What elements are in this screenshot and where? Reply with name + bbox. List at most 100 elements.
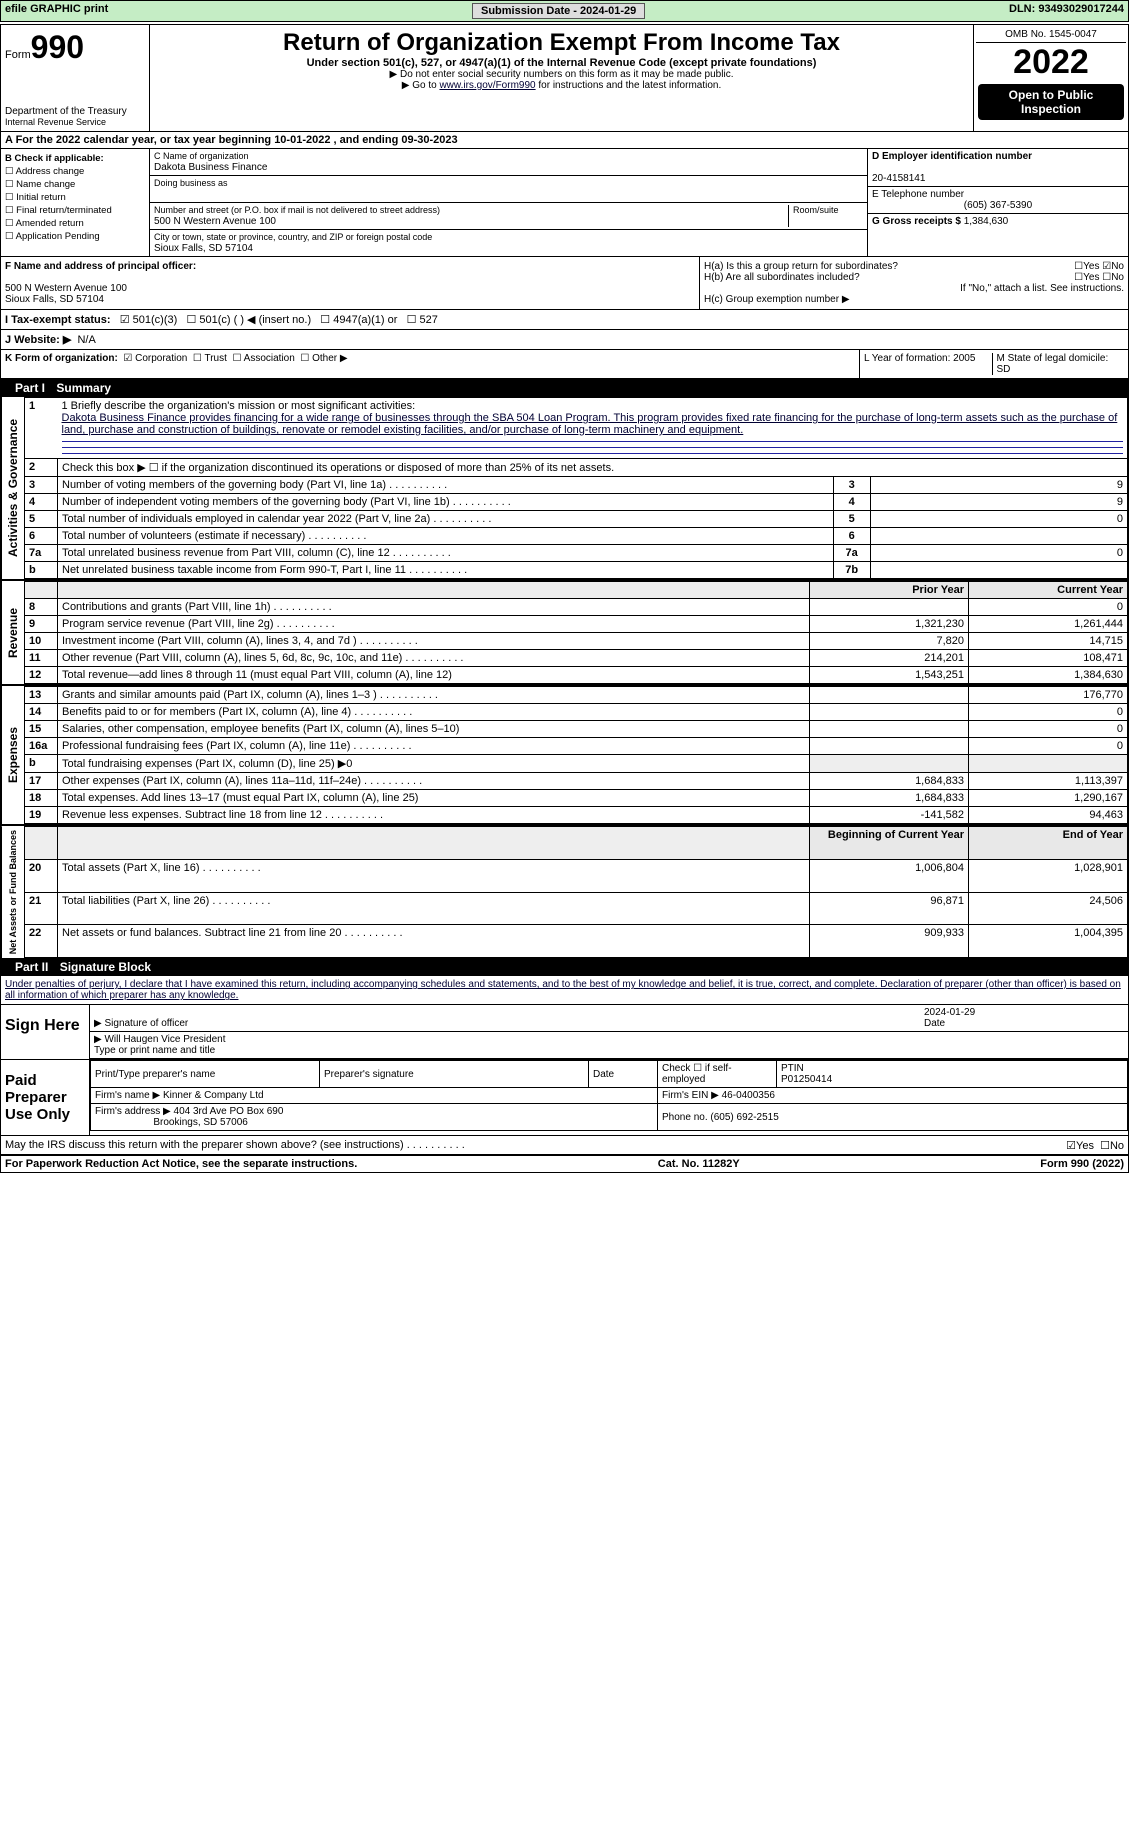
p14 [810,704,969,721]
part1-header: Part I Summary [1,379,1128,397]
l7b-val [870,562,1127,579]
c15: 0 [969,721,1128,738]
p17: 1,684,833 [810,773,969,790]
e21: 24,506 [969,892,1128,925]
street-address: 500 N Western Avenue 100 [154,216,276,227]
m-state: M State of legal domicile: SD [993,353,1125,375]
gross-lbl: G Gross receipts $ [872,216,961,227]
row-f: F Name and address of principal officer:… [1,257,700,309]
firm-addr-lbl: Firm's address ▶ [95,1106,171,1117]
p18: 1,684,833 [810,790,969,807]
ein-lbl2: Firm's EIN ▶ [662,1090,719,1101]
i-4947: 4947(a)(1) or [333,314,397,326]
c8: 0 [969,599,1128,616]
l15: Salaries, other compensation, employee b… [58,721,810,738]
l19: Revenue less expenses. Subtract line 18 … [58,807,810,824]
chk-amended[interactable]: Amended return [5,218,145,229]
firm-addr1: 404 3rd Ave PO Box 690 [174,1106,284,1117]
p13 [810,687,969,704]
b-head: B Check if applicable: [5,153,104,164]
p9: 1,321,230 [810,616,969,633]
chk-final-return[interactable]: Final return/terminated [5,205,145,216]
dba-lbl: Doing business as [154,178,228,188]
mission-text[interactable]: Dakota Business Finance provides financi… [62,412,1118,436]
ha-no: No [1111,261,1124,272]
c12: 1,384,630 [969,667,1128,684]
revenue-table: Prior Year Current Year 8Contributions a… [24,581,1128,684]
l12: Total revenue—add lines 8 through 11 (mu… [58,667,810,684]
perjury-text[interactable]: Under penalties of perjury, I declare th… [5,979,1121,1001]
part1-title: Summary [56,381,111,395]
sig-officer-lbl: Signature of officer [104,1018,188,1029]
omb-number: OMB No. 1545-0047 [976,27,1126,43]
efile-label: efile GRAPHIC print [5,3,108,19]
c16a: 0 [969,738,1128,755]
l4-val: 9 [870,494,1127,511]
chk-app-pending[interactable]: Application Pending [5,231,145,242]
prep-date-lbl: Date [589,1061,658,1088]
row-a: A For the 2022 calendar year, or tax yea… [1,132,1128,149]
vtab-revenue: Revenue [1,581,24,684]
chk-address-change[interactable]: Address change [5,166,145,177]
phone-val: (605) 367-5390 [872,200,1124,211]
form-title: Return of Organization Exempt From Incom… [154,29,969,57]
p10: 7,820 [810,633,969,650]
l22: Net assets or fund balances. Subtract li… [58,925,810,958]
dept-treasury: Department of the Treasury [5,106,145,117]
l5-text: Total number of individuals employed in … [58,511,834,528]
l11: Other revenue (Part VIII, column (A), li… [58,650,810,667]
l1-text: 1 Briefly describe the organization's mi… [62,400,416,412]
row-i: I Tax-exempt status: ☑ 501(c)(3) ☐ 501(c… [1,310,1128,330]
l4-text: Number of independent voting members of … [58,494,834,511]
l3-val: 9 [870,477,1127,494]
website-val: N/A [77,334,95,346]
hb-no: No [1111,272,1124,283]
e20: 1,028,901 [969,859,1128,892]
part2-lbl: Part II [7,960,56,974]
paid-preparer-lbl: Paid Preparer Use Only [1,1060,90,1135]
topbar: efile GRAPHIC print Submission Date - 20… [0,0,1129,22]
discuss-no: No [1110,1140,1124,1152]
l21: Total liabilities (Part X, line 26) [58,892,810,925]
b22: 909,933 [810,925,969,958]
c17: 1,113,397 [969,773,1128,790]
row-k: K Form of organization: ☑ Corporation ☐ … [1,350,860,378]
addr-lbl: Number and street (or P.O. box if mail i… [154,205,440,215]
ha-yes: Yes [1083,261,1099,272]
footer-mid: Cat. No. 11282Y [658,1158,740,1170]
prep-sig-lbl: Preparer's signature [320,1061,589,1088]
irs-link[interactable]: www.irs.gov/Form990 [439,80,535,91]
ha-text: H(a) Is this a group return for subordin… [704,261,898,272]
k-trust: Trust [204,353,226,364]
discuss-text: May the IRS discuss this return with the… [5,1139,465,1151]
part1-lbl: Part I [7,381,53,395]
phone-lbl: E Telephone number [872,189,964,200]
c-name-lbl: C Name of organization [154,151,249,161]
l17: Other expenses (Part IX, column (A), lin… [58,773,810,790]
eoy-h: End of Year [969,827,1128,860]
officer-addr1: 500 N Western Avenue 100 [5,283,127,294]
c18: 1,290,167 [969,790,1128,807]
l7b-text: Net unrelated business taxable income fr… [58,562,834,579]
submission-date-btn[interactable]: Submission Date - 2024-01-29 [472,3,645,19]
k-corp: Corporation [135,353,187,364]
curr-year-h: Current Year [969,582,1128,599]
hc-text: H(c) Group exemption number ▶ [704,294,1124,305]
netassets-table: Beginning of Current Year End of Year 20… [24,826,1128,958]
row-j: J Website: ▶ N/A [1,330,1128,350]
form-990: Form990 Department of the Treasury Inter… [0,24,1129,1173]
ein-val2: 46-0400356 [722,1090,775,1101]
p16a [810,738,969,755]
typeprint-lbl: Type or print name and title [94,1045,215,1056]
chk-name-change[interactable]: Name change [5,179,145,190]
b20: 1,006,804 [810,859,969,892]
firm-ph: (605) 692-2515 [710,1112,778,1123]
header-mid: Return of Organization Exempt From Incom… [150,25,973,131]
c11: 108,471 [969,650,1128,667]
k-assoc: Association [244,353,295,364]
chk-initial-return[interactable]: Initial return [5,192,145,203]
firm-addr2: Brookings, SD 57006 [153,1117,248,1128]
chk-selfemp[interactable]: Check ☐ if self-employed [658,1061,777,1088]
header-right: OMB No. 1545-0047 2022 Open to Public In… [973,25,1128,131]
goto-post: for instructions and the latest informat… [536,80,722,91]
